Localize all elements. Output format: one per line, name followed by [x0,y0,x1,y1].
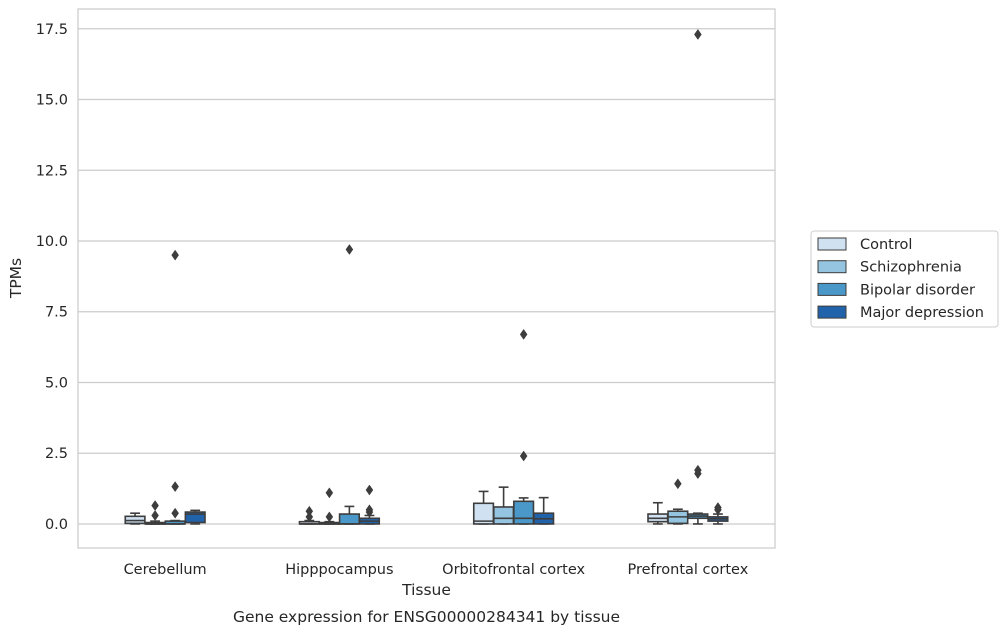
y-tick-label: 0.0 [45,517,68,533]
outlier-point [171,481,179,493]
y-tick-label: 2.5 [45,446,68,462]
box-plot-area [124,29,729,525]
outlier-point [694,29,702,40]
box [513,500,535,525]
legend-label: Schizophrenia [860,260,962,276]
outlier-point [714,502,722,513]
x-tick-label: Hipppocampus [285,562,393,578]
y-tick-label: 12.5 [36,163,68,179]
plot-frame [77,8,776,549]
outlier-point [519,328,528,340]
outlier-point [325,487,334,499]
box [338,513,361,525]
x-axis-title: Tissue [401,581,451,599]
legend-swatch [817,305,847,319]
legend-swatch [817,260,847,274]
outlier-point [345,244,354,255]
legend-label: Major depression [860,305,984,321]
y-tick-label: 7.5 [45,305,68,321]
outlier-point [305,505,314,517]
legend: Control Schizophrenia Bipolar disorder Majo… [810,230,999,328]
outlier-point [305,511,314,523]
y-tick-label: 17.5 [36,22,68,38]
x-axis-ticks: Cerebellum Hipppocampus Orbitofrontal cort… [124,562,749,578]
legend-swatch [817,282,847,296]
legend-label: Bipolar disorder [860,282,975,298]
outlier-point [325,511,334,523]
outlier-point [694,464,702,476]
outlier-point [171,507,179,519]
x-tick-label: Prefrontal cortex [627,562,748,578]
x-tick-label: Cerebellum [124,562,207,578]
box [184,511,206,524]
chart-caption: Gene expression for ENSG00000284341 by t… [233,608,620,626]
outlier-point [365,484,374,496]
grid-lines [78,28,775,525]
outlier-point [674,478,682,490]
y-axis-title: TPMs [7,258,25,299]
y-tick-label: 10.0 [36,234,68,250]
x-tick-label: Orbitofrontal cortex [442,562,585,578]
legend-swatch [817,237,847,251]
y-axis-ticks: 0.0 2.5 5.0 7.5 10.0 12.5 15.0 17.5 [36,22,68,533]
legend-label: Control [860,237,912,253]
y-tick-label: 15.0 [36,93,68,109]
box [492,506,515,525]
outlier-point [171,249,179,261]
outlier-point [519,450,528,462]
outlier-point [151,510,159,521]
outlier-point [151,500,159,511]
y-tick-label: 5.0 [45,375,68,391]
legend-frame [810,230,999,328]
outlier-point [365,504,374,516]
